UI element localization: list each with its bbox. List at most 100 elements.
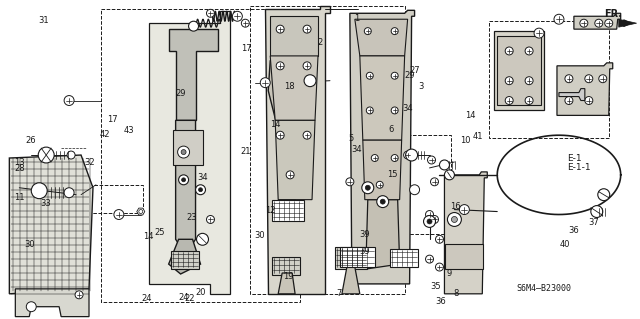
Text: 37: 37 <box>589 218 600 227</box>
Circle shape <box>391 154 398 161</box>
Circle shape <box>534 28 544 38</box>
Circle shape <box>376 181 383 188</box>
Text: 24: 24 <box>141 294 152 303</box>
Circle shape <box>428 156 435 164</box>
Text: 39: 39 <box>359 247 370 256</box>
Circle shape <box>426 255 433 263</box>
Circle shape <box>276 62 284 70</box>
Circle shape <box>196 185 205 195</box>
Circle shape <box>364 28 371 34</box>
Text: E-1: E-1 <box>567 153 582 162</box>
Text: 27: 27 <box>409 66 420 75</box>
Text: 10: 10 <box>460 136 470 145</box>
Text: 33: 33 <box>40 199 51 208</box>
Circle shape <box>554 14 564 24</box>
Polygon shape <box>275 120 315 200</box>
Circle shape <box>26 302 36 312</box>
Text: 11: 11 <box>14 193 24 202</box>
Text: 17: 17 <box>107 115 118 124</box>
Bar <box>335 247 367 269</box>
Text: 32: 32 <box>84 158 95 167</box>
Polygon shape <box>360 56 404 140</box>
Circle shape <box>260 78 270 88</box>
Circle shape <box>595 19 603 27</box>
Text: 36: 36 <box>568 226 579 235</box>
Circle shape <box>189 21 198 31</box>
Polygon shape <box>137 208 145 215</box>
Text: 3: 3 <box>418 82 424 91</box>
Polygon shape <box>350 10 415 284</box>
Circle shape <box>585 97 593 105</box>
Circle shape <box>585 75 593 83</box>
Text: 16: 16 <box>450 203 460 211</box>
Polygon shape <box>494 31 544 110</box>
Text: 1: 1 <box>355 14 360 23</box>
Circle shape <box>366 72 373 79</box>
Text: 14: 14 <box>270 120 281 129</box>
Circle shape <box>64 188 74 198</box>
Text: 13: 13 <box>14 158 24 167</box>
Circle shape <box>410 185 420 195</box>
Circle shape <box>427 219 432 224</box>
Circle shape <box>303 62 311 70</box>
Circle shape <box>525 77 533 85</box>
Text: 34: 34 <box>403 104 413 113</box>
Text: 24: 24 <box>179 293 189 301</box>
Text: 41: 41 <box>473 132 483 141</box>
Circle shape <box>114 210 124 219</box>
Circle shape <box>303 131 311 139</box>
Circle shape <box>179 175 189 185</box>
Text: S6M4–B23000: S6M4–B23000 <box>516 284 571 293</box>
Text: 6: 6 <box>388 125 394 134</box>
Circle shape <box>286 171 294 179</box>
Polygon shape <box>265 6 330 294</box>
Circle shape <box>591 205 603 218</box>
Text: 21: 21 <box>241 147 252 156</box>
Circle shape <box>75 291 83 299</box>
Bar <box>173 130 202 165</box>
Polygon shape <box>278 273 295 294</box>
Circle shape <box>391 28 398 34</box>
Text: 20: 20 <box>195 288 205 297</box>
Text: 34: 34 <box>351 145 362 154</box>
Circle shape <box>304 75 316 87</box>
Circle shape <box>366 107 373 114</box>
Circle shape <box>276 25 284 33</box>
Text: 40: 40 <box>559 240 570 249</box>
Circle shape <box>599 75 607 83</box>
Circle shape <box>207 216 214 223</box>
Text: 35: 35 <box>431 282 442 291</box>
Polygon shape <box>169 239 200 274</box>
Text: 15: 15 <box>387 170 398 179</box>
Circle shape <box>605 19 612 27</box>
Polygon shape <box>619 19 637 27</box>
Circle shape <box>276 131 284 139</box>
Text: 42: 42 <box>99 130 110 139</box>
Text: 18: 18 <box>284 82 295 91</box>
Text: 30: 30 <box>255 231 266 240</box>
Polygon shape <box>268 59 315 200</box>
Circle shape <box>181 150 186 154</box>
Text: 31: 31 <box>38 17 49 26</box>
Circle shape <box>362 182 374 194</box>
Polygon shape <box>574 13 621 29</box>
Bar <box>340 247 375 267</box>
Bar <box>390 249 417 267</box>
Circle shape <box>580 19 588 27</box>
Polygon shape <box>175 120 196 254</box>
Circle shape <box>447 212 461 226</box>
Circle shape <box>182 178 186 182</box>
Text: 29: 29 <box>176 89 186 98</box>
Circle shape <box>31 183 47 199</box>
Circle shape <box>431 216 438 223</box>
Text: 22: 22 <box>185 294 195 303</box>
Circle shape <box>460 204 469 214</box>
Polygon shape <box>148 11 230 294</box>
Circle shape <box>435 235 444 243</box>
Circle shape <box>178 146 189 158</box>
Circle shape <box>505 77 513 85</box>
Bar <box>272 200 304 221</box>
Circle shape <box>380 199 385 204</box>
Text: 5: 5 <box>348 134 353 144</box>
Circle shape <box>346 178 354 186</box>
